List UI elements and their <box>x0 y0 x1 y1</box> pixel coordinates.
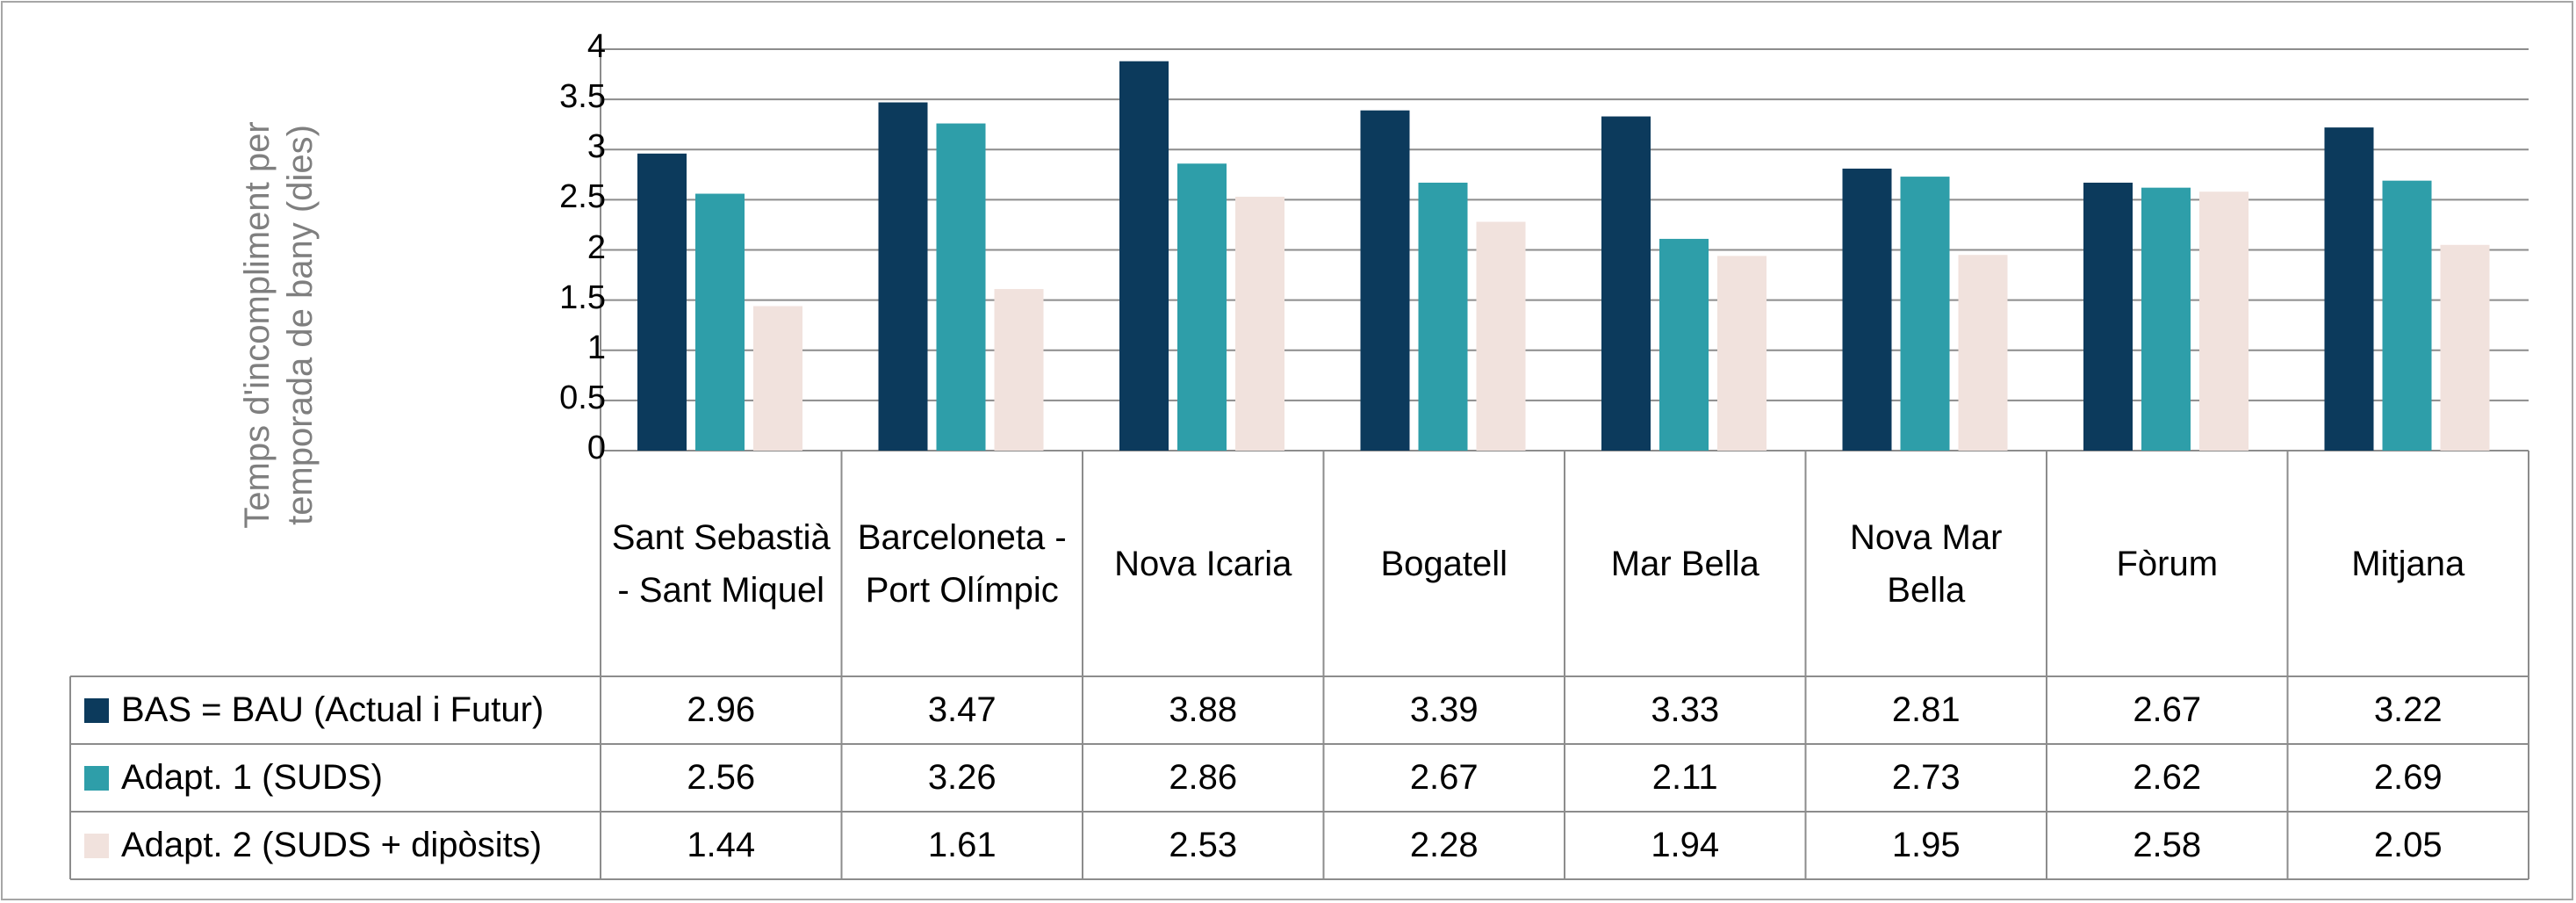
data-table-value: 2.81 <box>1891 690 1961 729</box>
data-table-value: 2.53 <box>1169 826 1238 864</box>
data-table-value: 3.26 <box>927 758 997 797</box>
bar <box>878 102 928 452</box>
legend-label: Adapt. 2 (SUDS + dipòsits) <box>121 826 543 864</box>
bar <box>1119 61 1169 452</box>
y-tick-label: 1 <box>586 329 606 366</box>
legend-entry: Adapt. 2 (SUDS + dipòsits) <box>70 812 601 879</box>
legend-swatch <box>84 697 109 723</box>
data-table-value: 2.58 <box>2133 826 2202 864</box>
data-table-value: 3.33 <box>1651 690 1720 729</box>
data-table-value: 3.22 <box>2373 690 2443 729</box>
category-label: Mitjana <box>2351 545 2465 583</box>
data-table-value: 2.73 <box>1891 758 1961 797</box>
legend-swatch <box>84 765 109 791</box>
category-label: Mar Bella <box>1610 545 1759 583</box>
bar <box>1842 168 1892 451</box>
category-label: Fòrum <box>2116 545 2219 583</box>
bar <box>1900 177 1950 451</box>
data-table-value: 2.11 <box>1651 758 1718 797</box>
data-table-value: 3.47 <box>927 690 997 729</box>
y-tick-label: 4 <box>586 28 606 65</box>
data-table-value: 1.95 <box>1891 826 1961 864</box>
bar <box>1360 110 1410 451</box>
y-tick-label: 0 <box>586 430 606 466</box>
legend-label: BAS = BAU (Actual i Futur) <box>121 690 544 729</box>
bar <box>1418 182 1468 451</box>
data-table-value: 2.28 <box>1409 826 1479 864</box>
bar <box>1601 116 1651 452</box>
category-label: Nova Icaria <box>1114 545 1292 583</box>
bar <box>1717 256 1767 451</box>
category-label: Sant Sebastià - Sant Miquel <box>611 518 831 610</box>
data-table-value: 2.05 <box>2373 826 2443 864</box>
legend-label: Adapt. 1 (SUDS) <box>121 758 383 797</box>
y-tick-label: 0.5 <box>559 379 606 416</box>
category-label: Barceloneta - Port Olímpic <box>857 518 1067 610</box>
bar <box>2141 187 2191 452</box>
y-tick-label: 3 <box>586 128 606 166</box>
category-label: Nova Mar Bella <box>1850 518 2003 610</box>
legend-entry: BAS = BAU (Actual i Futur) <box>70 676 601 744</box>
data-table-value: 2.86 <box>1169 758 1238 797</box>
bar <box>2324 127 2374 452</box>
data-table-value: 3.39 <box>1409 690 1479 729</box>
data-table-value: 2.56 <box>687 758 756 797</box>
y-tick-label: 2 <box>586 228 606 266</box>
bar <box>1659 238 1709 451</box>
data-table-value: 2.69 <box>2373 758 2443 797</box>
bar <box>2440 244 2490 451</box>
data-table-value: 2.67 <box>1409 758 1479 797</box>
data-table-value: 2.96 <box>687 690 756 729</box>
data-table-value: 1.61 <box>927 826 997 864</box>
legend-swatch <box>84 833 109 858</box>
bar <box>753 306 802 451</box>
bar <box>994 289 1044 451</box>
bar <box>1177 163 1227 451</box>
y-tick-label: 2.5 <box>559 178 606 216</box>
legend-entry: Adapt. 1 (SUDS) <box>70 744 601 812</box>
data-table-value: 3.88 <box>1169 690 1238 729</box>
data-table-value: 2.62 <box>2133 758 2202 797</box>
bar <box>2382 180 2432 452</box>
bar <box>936 123 986 452</box>
y-tick-label: 1.5 <box>559 278 606 316</box>
bar <box>637 153 687 451</box>
bar <box>1235 196 1284 451</box>
data-table-value: 1.94 <box>1651 826 1720 864</box>
bar <box>2083 182 2133 451</box>
y-axis-label: Temps d'incompliment per temporada de ba… <box>238 121 320 529</box>
data-table-value: 2.67 <box>2133 690 2202 729</box>
bar <box>1958 255 2008 451</box>
bar <box>2199 191 2249 452</box>
bar <box>1476 221 1526 451</box>
category-label: Bogatell <box>1380 545 1508 583</box>
bar <box>695 193 745 451</box>
y-tick-label: 3.5 <box>559 78 606 116</box>
data-table-value: 1.44 <box>687 826 756 864</box>
